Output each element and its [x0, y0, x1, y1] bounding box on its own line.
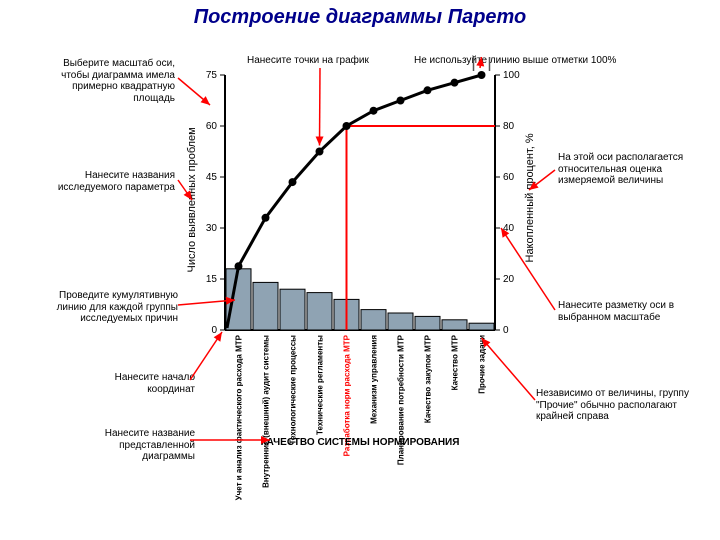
- svg-text:Внутренний (внешний) аудит сис: Внутренний (внешний) аудит системы: [262, 335, 271, 488]
- svg-text:45: 45: [206, 172, 218, 183]
- svg-text:0: 0: [503, 325, 509, 336]
- svg-text:80: 80: [503, 121, 515, 132]
- svg-text:15: 15: [206, 274, 218, 285]
- svg-text:60: 60: [206, 121, 218, 132]
- svg-text:Учет и анализ фактического рас: Учет и анализ фактического расхода МТР: [235, 334, 244, 500]
- svg-text:20: 20: [503, 274, 515, 285]
- svg-text:75: 75: [206, 70, 218, 81]
- pareto-chart: 01530456075020406080100Число выявленных …: [0, 0, 720, 540]
- svg-text:60: 60: [503, 172, 515, 183]
- svg-text:КАЧЕСТВО СИСТЕМЫ НОРМИРОВАНИЯ: КАЧЕСТВО СИСТЕМЫ НОРМИРОВАНИЯ: [261, 437, 460, 448]
- svg-text:Качество МТР: Качество МТР: [451, 334, 460, 390]
- svg-text:Технические регламенты: Технические регламенты: [316, 335, 325, 435]
- svg-text:Механизм управления: Механизм управления: [370, 335, 379, 424]
- svg-text:30: 30: [206, 223, 218, 234]
- svg-text:Накопленный процент, %: Накопленный процент, %: [524, 133, 536, 262]
- svg-text:100: 100: [503, 70, 520, 81]
- svg-text:Технологические процессы: Технологические процессы: [289, 335, 298, 445]
- svg-text:Качество закупок МТР: Качество закупок МТР: [424, 334, 433, 423]
- svg-text:0: 0: [211, 325, 217, 336]
